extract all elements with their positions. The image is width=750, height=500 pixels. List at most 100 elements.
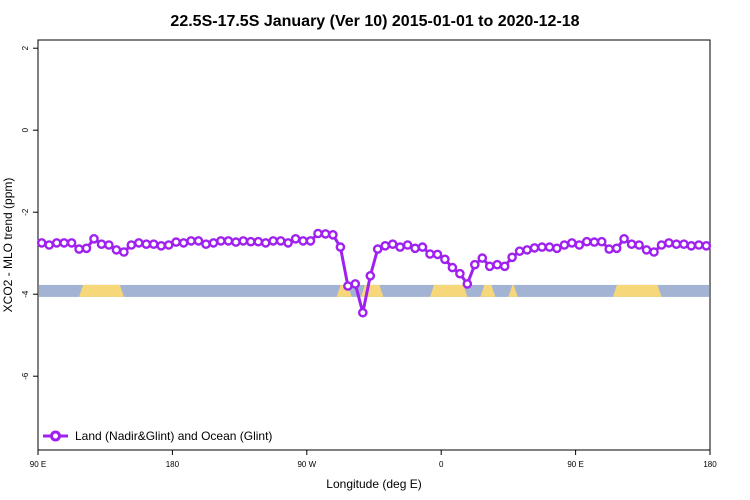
series-layer (36, 228, 712, 318)
data-point (596, 236, 607, 247)
data-point (686, 240, 697, 251)
data-point (522, 245, 532, 255)
data-point (679, 239, 689, 249)
data-point (567, 238, 577, 248)
data-point (260, 238, 271, 248)
data-point (410, 243, 420, 254)
data-point (141, 239, 152, 249)
data-point (148, 239, 159, 249)
data-point (119, 247, 129, 257)
data-point (365, 270, 376, 281)
land-segment (612, 284, 662, 297)
data-point (186, 236, 196, 246)
data-point (387, 239, 398, 249)
x-axis-label: Longitude (deg E) (326, 477, 421, 491)
data-point (51, 238, 62, 248)
y-tick-label: 2 (21, 45, 30, 50)
y-tick-label: -6 (21, 372, 30, 380)
data-point (193, 236, 204, 246)
data-point (245, 236, 256, 247)
data-point (701, 240, 712, 251)
data-point (66, 238, 77, 248)
data-point (231, 237, 241, 247)
y-tick-label: -4 (21, 290, 30, 298)
data-point (171, 237, 181, 247)
data-point (290, 233, 301, 244)
data-point (380, 240, 391, 251)
data-point (283, 238, 293, 248)
data-point (477, 253, 488, 263)
data-point (74, 244, 84, 254)
data-point (664, 238, 674, 248)
data-point (619, 233, 629, 244)
data-point (156, 240, 166, 251)
data-point (268, 236, 279, 246)
data-point (335, 242, 346, 252)
data-point (641, 245, 652, 255)
x-axis: 90 E 180 90 W 0 90 E 180 (30, 450, 717, 469)
data-point (626, 239, 637, 249)
data-point (96, 239, 107, 249)
x-tick-label: 90 E (30, 460, 46, 469)
data-point (223, 236, 234, 246)
data-point (611, 243, 622, 254)
data-point (462, 279, 473, 289)
data-point (589, 237, 600, 247)
land-segment (480, 284, 496, 297)
data-point (507, 252, 517, 263)
data-point (208, 238, 219, 248)
y-axis-label: XCO2 - MLO trend (ppm) (1, 178, 15, 313)
data-point (126, 240, 137, 250)
data-point (656, 240, 667, 250)
data-point (634, 240, 644, 250)
data-point (537, 242, 547, 252)
data-point (425, 249, 435, 259)
y-tick-label: 0 (21, 127, 30, 132)
data-point (529, 243, 540, 253)
data-point (298, 236, 308, 246)
data-point (59, 238, 69, 248)
data-point (305, 236, 316, 246)
legend-label: Land (Nadir&Glint) and Ocean (Glint) (75, 429, 272, 443)
data-point (671, 239, 682, 249)
land-segment (79, 284, 124, 297)
data-point (492, 259, 503, 270)
land-segment (508, 284, 518, 297)
data-point (469, 259, 480, 270)
y-tick-label: -2 (21, 208, 30, 216)
data-point (499, 261, 510, 272)
data-point (201, 239, 211, 249)
data-point (649, 247, 659, 257)
data-point (216, 236, 226, 246)
data-point (417, 242, 428, 252)
data-point (343, 281, 353, 291)
x-tick-label: 180 (166, 460, 180, 469)
surface-band (39, 284, 709, 297)
data-point (552, 243, 562, 254)
land-segment (430, 284, 468, 297)
x-tick-label: 90 E (567, 460, 583, 469)
data-point (447, 262, 458, 273)
data-point (432, 249, 443, 260)
data-point (574, 240, 585, 250)
data-point (694, 240, 704, 250)
data-point (484, 261, 495, 272)
data-point (440, 254, 450, 265)
data-point (133, 238, 144, 248)
x-tick-label: 0 (439, 460, 444, 469)
x-tick-label: 180 (703, 460, 717, 469)
data-point (89, 233, 99, 244)
legend: Land (Nadir&Glint) and Ocean (Glint) (43, 429, 272, 443)
data-point (350, 279, 361, 289)
data-point (238, 236, 249, 246)
data-point (104, 240, 114, 250)
data-point (395, 242, 405, 252)
data-point (178, 238, 189, 248)
data-point (514, 246, 525, 256)
data-point (253, 236, 264, 247)
data-point (36, 238, 47, 248)
data-point (275, 236, 286, 246)
y-axis: 2 0 -2 -4 -6 (21, 45, 38, 380)
data-point (604, 244, 615, 254)
